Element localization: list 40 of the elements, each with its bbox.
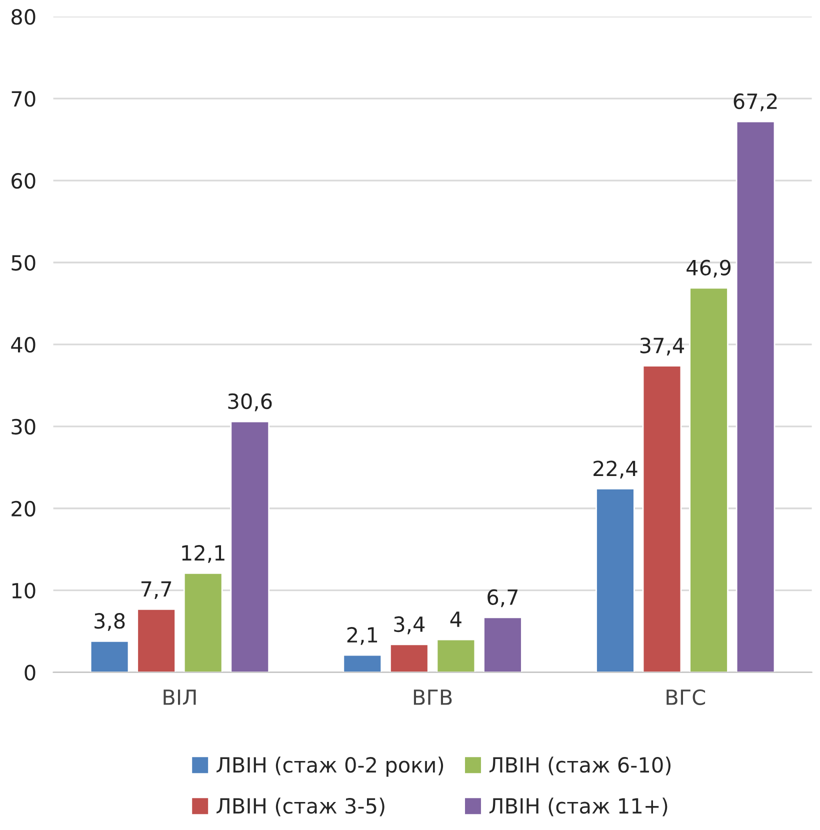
y-tick-label: 20 <box>12 500 36 517</box>
data-label: 67,2 <box>734 93 777 112</box>
y-tick-label: 40 <box>11 336 36 353</box>
y-tick-label: 70 <box>12 91 36 107</box>
data-label: 2,1 <box>347 626 378 645</box>
bar <box>230 420 270 672</box>
x-tick-label: ВІЛ <box>164 690 196 705</box>
bar <box>390 644 429 672</box>
data-label: 30,6 <box>228 393 272 412</box>
data-label: 3,8 <box>94 613 125 631</box>
data-label: 6,7 <box>488 589 518 608</box>
bar <box>136 608 176 672</box>
bar <box>342 654 382 672</box>
data-label: 3,4 <box>394 616 425 634</box>
bar <box>183 572 223 672</box>
legend-label: ЛВІН (стаж 3-5) <box>216 798 384 816</box>
bar <box>436 638 476 672</box>
y-tick-label: 10 <box>12 582 36 599</box>
data-label: 4 <box>450 612 462 627</box>
data-label: 37,4 <box>640 338 684 356</box>
x-tick-label: ВГС <box>666 689 706 706</box>
data-label: 12,1 <box>182 544 224 563</box>
bar <box>642 365 682 672</box>
bar <box>736 120 776 672</box>
x-tick-label: ВГВ <box>414 690 452 705</box>
y-tick-label: 50 <box>12 254 36 271</box>
bar <box>483 616 522 672</box>
data-label: 7,7 <box>141 581 172 599</box>
y-tick-label: 30 <box>12 418 36 435</box>
y-tick-label: 0 <box>24 664 36 681</box>
y-tick-label: 60 <box>12 172 36 189</box>
y-tick-label: 80 <box>12 9 36 25</box>
data-label: 22,4 <box>594 460 638 478</box>
legend-label: ЛВІН (стаж 0-2 роки) <box>216 756 444 777</box>
bar <box>90 640 130 672</box>
legend-label: ЛВІН (стаж 11+) <box>489 798 668 816</box>
bar <box>689 287 728 672</box>
data-label: 46,9 <box>686 260 730 278</box>
bar <box>596 488 635 672</box>
legend-label: ЛВІН (стаж 6-10) <box>489 756 670 776</box>
